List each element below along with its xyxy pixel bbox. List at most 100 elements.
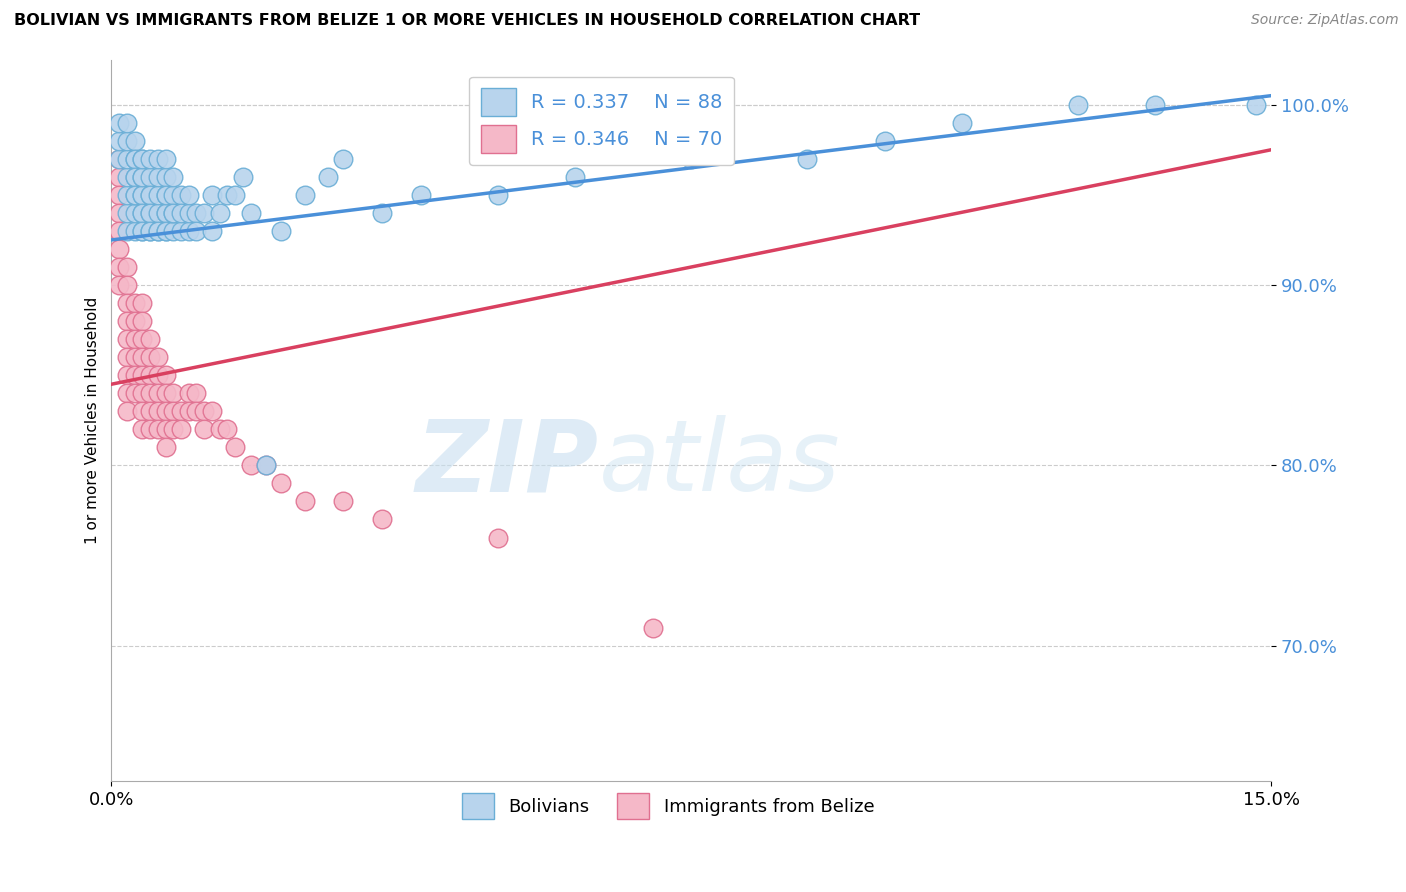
Point	[146, 350, 169, 364]
Point	[131, 368, 153, 383]
Point	[115, 187, 138, 202]
Point	[155, 206, 177, 220]
Point	[155, 368, 177, 383]
Point	[217, 422, 239, 436]
Point	[193, 206, 215, 220]
Point	[1067, 97, 1090, 112]
Point	[155, 422, 177, 436]
Point	[139, 206, 162, 220]
Point	[193, 404, 215, 418]
Point	[115, 386, 138, 401]
Point	[254, 458, 277, 473]
Point	[239, 206, 262, 220]
Point	[1144, 97, 1167, 112]
Point	[139, 404, 162, 418]
Point	[124, 386, 146, 401]
Point	[131, 206, 153, 220]
Point	[162, 187, 184, 202]
Point	[186, 404, 208, 418]
Point	[124, 224, 146, 238]
Point	[108, 224, 131, 238]
Point	[873, 134, 896, 148]
Point	[146, 187, 169, 202]
Point	[162, 206, 184, 220]
Point	[108, 260, 131, 274]
Point	[131, 187, 153, 202]
Text: ZIP: ZIP	[416, 415, 599, 512]
Point	[316, 169, 339, 184]
Point	[124, 187, 146, 202]
Point	[115, 260, 138, 274]
Point	[162, 422, 184, 436]
Legend: Bolivians, Immigrants from Belize: Bolivians, Immigrants from Belize	[454, 786, 882, 826]
Point	[146, 224, 169, 238]
Point	[294, 494, 316, 508]
Point	[155, 224, 177, 238]
Point	[232, 169, 254, 184]
Point	[681, 152, 703, 166]
Point	[124, 296, 146, 310]
Point	[131, 350, 153, 364]
Point	[155, 187, 177, 202]
Point	[254, 458, 277, 473]
Point	[131, 404, 153, 418]
Point	[208, 422, 231, 436]
Point	[108, 116, 131, 130]
Text: atlas: atlas	[599, 415, 841, 512]
Point	[108, 152, 131, 166]
Point	[124, 187, 146, 202]
Point	[115, 350, 138, 364]
Point	[641, 621, 664, 635]
Point	[131, 422, 153, 436]
Text: Source: ZipAtlas.com: Source: ZipAtlas.com	[1251, 13, 1399, 28]
Point	[170, 404, 193, 418]
Point	[146, 169, 169, 184]
Point	[239, 458, 262, 473]
Point	[146, 206, 169, 220]
Point	[155, 187, 177, 202]
Point	[146, 422, 169, 436]
Point	[162, 206, 184, 220]
Point	[146, 404, 169, 418]
Point	[115, 314, 138, 328]
Point	[146, 368, 169, 383]
Point	[155, 152, 177, 166]
Point	[131, 152, 153, 166]
Point	[131, 224, 153, 238]
Point	[224, 441, 246, 455]
Point	[332, 152, 354, 166]
Point	[177, 386, 200, 401]
Point	[115, 206, 138, 220]
Point	[170, 206, 193, 220]
Point	[564, 169, 586, 184]
Point	[170, 224, 193, 238]
Point	[486, 531, 509, 545]
Point	[186, 206, 208, 220]
Point	[139, 386, 162, 401]
Point	[124, 152, 146, 166]
Point	[796, 152, 818, 166]
Point	[162, 386, 184, 401]
Point	[115, 224, 138, 238]
Point	[139, 224, 162, 238]
Point	[146, 152, 169, 166]
Point	[162, 224, 184, 238]
Point	[409, 187, 432, 202]
Point	[124, 314, 146, 328]
Point	[131, 224, 153, 238]
Point	[115, 169, 138, 184]
Point	[950, 116, 973, 130]
Point	[108, 187, 131, 202]
Point	[146, 224, 169, 238]
Point	[201, 224, 224, 238]
Point	[124, 169, 146, 184]
Point	[115, 368, 138, 383]
Point	[170, 187, 193, 202]
Point	[115, 404, 138, 418]
Point	[139, 422, 162, 436]
Point	[1244, 97, 1267, 112]
Point	[155, 169, 177, 184]
Point	[186, 224, 208, 238]
Point	[131, 386, 153, 401]
Point	[139, 187, 162, 202]
